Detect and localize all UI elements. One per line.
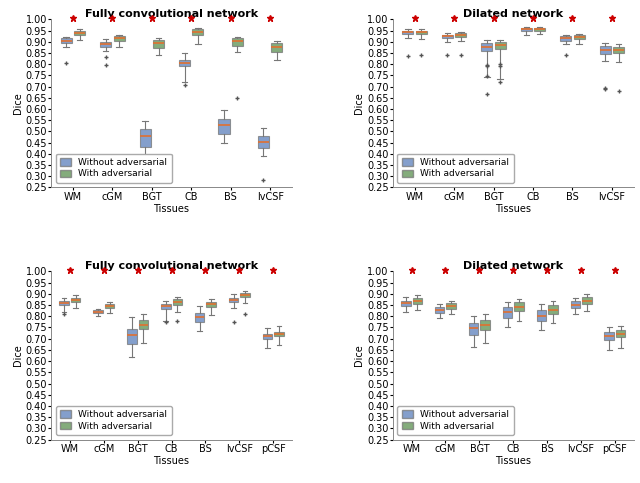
PathPatch shape bbox=[74, 30, 85, 35]
PathPatch shape bbox=[140, 129, 150, 147]
PathPatch shape bbox=[60, 300, 69, 305]
Title: Dilated network: Dilated network bbox=[463, 9, 563, 18]
X-axis label: Tissues: Tissues bbox=[154, 456, 189, 467]
PathPatch shape bbox=[173, 299, 182, 305]
PathPatch shape bbox=[534, 28, 545, 30]
PathPatch shape bbox=[274, 332, 284, 337]
PathPatch shape bbox=[179, 60, 190, 66]
PathPatch shape bbox=[218, 119, 230, 134]
PathPatch shape bbox=[469, 323, 478, 335]
PathPatch shape bbox=[153, 40, 164, 48]
PathPatch shape bbox=[207, 302, 216, 307]
X-axis label: Tissues: Tissues bbox=[154, 204, 189, 214]
Y-axis label: Dice: Dice bbox=[13, 92, 22, 114]
PathPatch shape bbox=[616, 330, 625, 337]
PathPatch shape bbox=[481, 43, 492, 51]
PathPatch shape bbox=[403, 30, 413, 34]
PathPatch shape bbox=[229, 298, 238, 302]
PathPatch shape bbox=[613, 47, 624, 54]
PathPatch shape bbox=[232, 38, 243, 46]
PathPatch shape bbox=[573, 35, 585, 40]
PathPatch shape bbox=[570, 301, 580, 309]
Legend: Without adversarial, With adversarial: Without adversarial, With adversarial bbox=[56, 154, 172, 183]
PathPatch shape bbox=[604, 332, 614, 340]
PathPatch shape bbox=[455, 33, 467, 37]
PathPatch shape bbox=[416, 30, 427, 34]
X-axis label: Tissues: Tissues bbox=[495, 456, 531, 467]
PathPatch shape bbox=[262, 334, 272, 339]
PathPatch shape bbox=[258, 136, 269, 147]
PathPatch shape bbox=[435, 307, 444, 313]
PathPatch shape bbox=[537, 310, 546, 321]
PathPatch shape bbox=[241, 293, 250, 297]
PathPatch shape bbox=[495, 42, 506, 49]
PathPatch shape bbox=[442, 35, 453, 38]
X-axis label: Tissues: Tissues bbox=[495, 204, 531, 214]
Y-axis label: Dice: Dice bbox=[355, 92, 364, 114]
PathPatch shape bbox=[127, 328, 136, 344]
PathPatch shape bbox=[481, 320, 490, 330]
Y-axis label: Dice: Dice bbox=[13, 344, 22, 367]
PathPatch shape bbox=[105, 304, 115, 308]
PathPatch shape bbox=[271, 43, 282, 52]
PathPatch shape bbox=[161, 304, 170, 309]
PathPatch shape bbox=[401, 300, 411, 306]
PathPatch shape bbox=[548, 305, 557, 314]
Title: Fully convolutional network: Fully convolutional network bbox=[85, 261, 258, 270]
PathPatch shape bbox=[413, 298, 422, 304]
PathPatch shape bbox=[139, 320, 148, 329]
PathPatch shape bbox=[503, 307, 512, 318]
Title: Dilated network: Dilated network bbox=[463, 261, 563, 270]
PathPatch shape bbox=[61, 38, 72, 43]
PathPatch shape bbox=[515, 302, 524, 312]
PathPatch shape bbox=[560, 36, 572, 41]
Title: Fully convolutional network: Fully convolutional network bbox=[85, 9, 258, 18]
PathPatch shape bbox=[193, 29, 204, 35]
Legend: Without adversarial, With adversarial: Without adversarial, With adversarial bbox=[397, 406, 513, 435]
PathPatch shape bbox=[447, 303, 456, 309]
PathPatch shape bbox=[600, 46, 611, 54]
Y-axis label: Dice: Dice bbox=[355, 344, 364, 367]
PathPatch shape bbox=[100, 42, 111, 47]
PathPatch shape bbox=[113, 36, 125, 41]
Legend: Without adversarial, With adversarial: Without adversarial, With adversarial bbox=[56, 406, 172, 435]
PathPatch shape bbox=[521, 28, 532, 31]
PathPatch shape bbox=[582, 297, 591, 304]
PathPatch shape bbox=[195, 313, 204, 322]
PathPatch shape bbox=[71, 298, 81, 302]
PathPatch shape bbox=[93, 310, 103, 313]
Legend: Without adversarial, With adversarial: Without adversarial, With adversarial bbox=[397, 154, 513, 183]
